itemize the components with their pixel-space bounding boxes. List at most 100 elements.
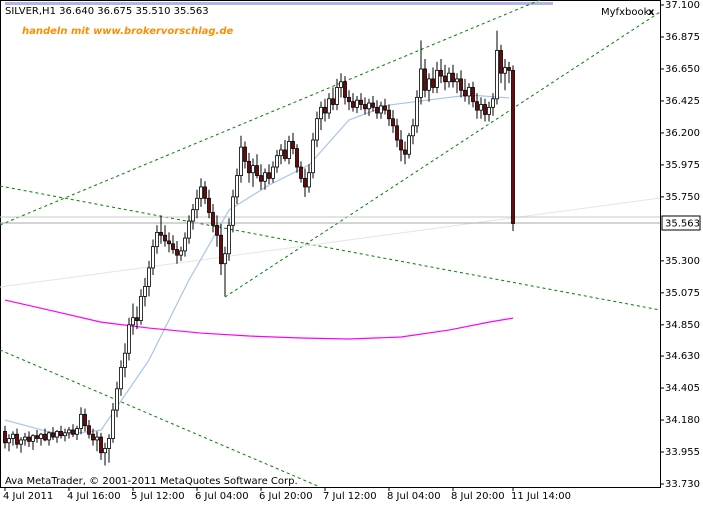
y-tick-label: 36.650	[665, 64, 700, 75]
candle-body	[215, 224, 219, 236]
candle-body	[119, 367, 123, 390]
candle-body	[391, 118, 395, 127]
brand: Myfxbook	[601, 7, 650, 18]
candle-body	[27, 436, 31, 442]
candle-body	[271, 166, 275, 179]
chart-title: SILVER,H1 36.640 36.675 35.510 35.563	[5, 6, 209, 17]
x-tick-label: 8 Jul 20:00	[451, 491, 505, 502]
candle-body	[107, 438, 111, 449]
y-tick-label: 35.075	[665, 288, 700, 299]
x-tick-label: 4 Jul 16:00	[67, 491, 121, 502]
candle-body	[511, 69, 515, 224]
candle-body	[159, 232, 163, 236]
y-tick-label: 34.630	[665, 351, 700, 362]
candle-body	[95, 436, 99, 441]
candle-body	[231, 196, 235, 226]
candle-body	[415, 96, 419, 127]
candle-body	[59, 431, 63, 437]
candle-body	[323, 106, 327, 114]
candle-body	[443, 75, 447, 83]
candle-body	[175, 249, 179, 256]
candle-body	[471, 87, 475, 103]
candle-body	[43, 433, 47, 441]
candle-body	[11, 433, 15, 439]
y-tick-label: 37.100	[665, 0, 700, 11]
candle-body	[367, 102, 371, 110]
candle-body	[387, 109, 391, 120]
candle-body	[439, 69, 443, 77]
candle-body	[299, 166, 303, 179]
candle-body	[359, 99, 363, 105]
candle-body	[123, 352, 127, 368]
y-tick-label: 35.975	[665, 160, 700, 171]
candle-body	[47, 432, 51, 441]
x-tick-label: 11 Jul 14:00	[511, 491, 571, 502]
candle-body	[187, 220, 191, 239]
candle-body	[91, 433, 95, 441]
candle-body	[347, 96, 351, 103]
candle-body	[139, 295, 143, 321]
candle-body	[479, 104, 483, 111]
candle-body	[343, 81, 347, 98]
candle-body	[219, 234, 223, 265]
candle-body	[395, 125, 399, 141]
candle-body	[419, 68, 423, 98]
candle-body	[467, 87, 471, 97]
candle-body	[103, 448, 107, 454]
moving-average	[4, 299, 514, 340]
candle-body	[503, 67, 507, 74]
candle-body	[303, 178, 307, 188]
candle-body	[207, 197, 211, 213]
candle-body	[315, 118, 319, 141]
candle-body	[383, 105, 387, 111]
candle-body	[499, 50, 503, 74]
candle-body	[259, 175, 263, 182]
candle-body	[379, 105, 383, 114]
candle-body	[339, 81, 343, 88]
candle-body	[199, 186, 203, 199]
candle-body	[267, 172, 271, 179]
plot-frame	[0, 0, 661, 488]
candle-body	[407, 135, 411, 155]
watermark: handeln mit www.brokervorschlag.de	[22, 26, 234, 37]
candle-body	[79, 413, 83, 429]
y-tick-label: 36.200	[665, 128, 700, 139]
candle-body	[55, 431, 59, 438]
trend-line	[224, 11, 661, 298]
candle-body	[411, 125, 415, 137]
candle-body	[283, 149, 287, 159]
candle-body	[223, 253, 227, 265]
candle-body	[15, 433, 19, 445]
x-tick-label: 6 Jul 04:00	[195, 491, 249, 502]
candle-body	[403, 149, 407, 155]
candle-body	[351, 101, 355, 108]
candle-body	[143, 286, 147, 297]
trend-line	[0, 185, 661, 311]
candle-body	[31, 435, 35, 442]
candle-body	[99, 436, 103, 454]
x-tick-label: 5 Jul 12:00	[131, 491, 185, 502]
candle-body	[131, 317, 135, 326]
candle-body	[487, 106, 491, 115]
candle-body	[203, 186, 207, 199]
candle-body	[295, 148, 299, 168]
close-button[interactable]: x	[648, 7, 655, 18]
candle-body	[35, 435, 39, 439]
candle-body	[447, 72, 451, 83]
candle-body	[71, 429, 75, 435]
candle-body	[279, 149, 283, 157]
candle-body	[375, 106, 379, 114]
candle-body	[163, 234, 167, 242]
y-tick-label: 36.425	[665, 96, 700, 107]
candle-body	[87, 425, 91, 435]
footer: Ava MetaTrader, © 2001-2011 MetaQuotes S…	[5, 476, 298, 487]
candle-body	[151, 246, 155, 269]
candle-body	[247, 160, 251, 174]
candle-body	[307, 172, 311, 188]
candle-body	[227, 224, 231, 255]
candle-body	[491, 98, 495, 108]
x-tick-label: 7 Jul 12:00	[323, 491, 377, 502]
candle-body	[451, 72, 455, 83]
candle-body	[155, 232, 159, 248]
